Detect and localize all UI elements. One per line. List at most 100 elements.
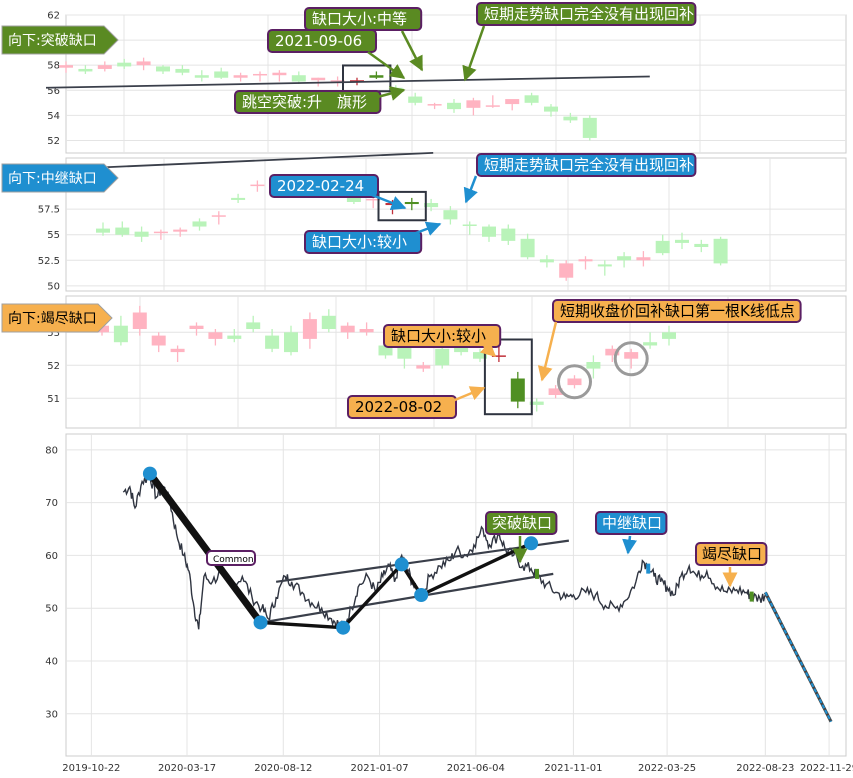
panel-overview-frame (65, 433, 847, 757)
y-tick-label: 57.5 (38, 205, 60, 216)
candle-body (597, 264, 612, 267)
panel-tag-arrow (1, 25, 119, 55)
overview-label: 竭尽缺口 (695, 542, 768, 566)
candle-body (214, 71, 229, 78)
callout: 2022-08-02 (347, 395, 457, 419)
callout-box (347, 395, 457, 419)
candle-body (462, 224, 477, 226)
callout-arrow (449, 386, 486, 404)
candle-body (175, 68, 190, 73)
callout-box (476, 153, 697, 177)
candle-body (636, 257, 651, 261)
y-tick-label: 51 (47, 394, 60, 405)
callout-arrow (537, 321, 558, 382)
candle-body (505, 99, 520, 105)
candle-body (132, 312, 147, 329)
callout: 缺口大小:较小 (304, 230, 423, 254)
panel-tag-arrow (1, 163, 119, 193)
callout: 缺口大小:较小 (383, 324, 502, 348)
candle-body (96, 228, 110, 233)
candle-body (211, 215, 226, 217)
gap-highlight-box (483, 338, 533, 416)
panel-tag-label: 向下:中继缺口 (8, 171, 97, 187)
candle-body (311, 77, 326, 81)
gap-highlight-box (377, 190, 427, 222)
pivot-point (142, 466, 157, 481)
candle-body (404, 201, 419, 205)
panel-tag-label: 向下:竭尽缺口 (8, 311, 97, 327)
candle-body (559, 263, 574, 278)
candle-body (582, 117, 597, 138)
candle-body (170, 348, 185, 353)
candle-body (291, 75, 306, 82)
x-tick-label: 2021-01-07 (350, 763, 408, 774)
candle-body (435, 348, 450, 366)
candle-body (233, 75, 248, 78)
trend-line (45, 75, 650, 89)
callout-arrow (400, 30, 424, 72)
candle-body (369, 75, 384, 78)
y-tick-label: 50 (47, 281, 60, 292)
candle-body (548, 388, 563, 395)
callout: 跳空突破:升 旗形 (234, 90, 382, 114)
callout-box (267, 29, 377, 53)
candle-body (246, 322, 261, 329)
candle-body (272, 72, 287, 76)
x-tick-label: 2020-03-17 (158, 763, 216, 774)
candle-body (378, 345, 393, 356)
candle-body (189, 325, 204, 329)
y-tick-label: 53 (47, 328, 60, 339)
candle-body (539, 259, 554, 263)
x-tick-label: 2022-11-29 (800, 763, 853, 774)
x-tick-label: 2020-08-12 (254, 763, 312, 774)
y-tick-label: 54 (47, 111, 60, 122)
candle-body (427, 104, 442, 106)
candle-body (134, 231, 149, 237)
candle-body (194, 75, 209, 78)
y-tick-label: 60 (45, 551, 58, 562)
candle-body (340, 325, 355, 333)
candle-body (617, 256, 632, 261)
pivot-point (253, 615, 268, 630)
candle-body (227, 335, 242, 339)
candle-body (284, 332, 298, 353)
candle-body (605, 348, 620, 356)
overview-label-text: 突破缺口 (492, 514, 552, 532)
callout-box (234, 90, 382, 114)
callout-arrow (371, 193, 407, 211)
callout-arrow (407, 221, 442, 238)
overview-label-text: 中继缺口 (602, 514, 662, 532)
forecast-line (764, 591, 832, 723)
y-tick-label: 52 (47, 361, 60, 372)
panel-runaway-frame (65, 157, 847, 292)
y-tick-label: 56 (47, 86, 60, 97)
gap-marker (646, 563, 651, 574)
y-tick-label: 80 (45, 445, 58, 456)
candle-body (544, 106, 558, 112)
candle-body (713, 238, 728, 264)
y-tick-label: 52.5 (38, 256, 60, 267)
candle-body (524, 95, 539, 103)
candle-body (253, 73, 267, 76)
overview-label-box (206, 550, 256, 566)
callout-text: 2021-09-06 (275, 32, 362, 50)
callout-text: 缺口大小:较小 (391, 327, 486, 345)
gap-fill-circle (557, 364, 592, 400)
candle-body (520, 238, 535, 258)
candle-body (78, 68, 93, 72)
y-tick-label: 40 (45, 656, 58, 667)
pivot-point (524, 536, 539, 551)
pivot-point (336, 620, 351, 635)
candle-body (485, 105, 500, 107)
candle-body (173, 229, 188, 232)
candle-body (662, 332, 676, 339)
candle-body (643, 342, 658, 346)
callout-text: 2022-08-02 (355, 398, 442, 416)
trend-line (82, 151, 434, 170)
candle-body (655, 240, 670, 254)
overview-label: 突破缺口 (485, 511, 558, 535)
y-tick-label: 55 (47, 230, 60, 241)
callout-text: 短期走势缺口完全没有出现回补 (484, 5, 694, 23)
candle-body (501, 228, 516, 241)
candle-body (350, 80, 364, 82)
